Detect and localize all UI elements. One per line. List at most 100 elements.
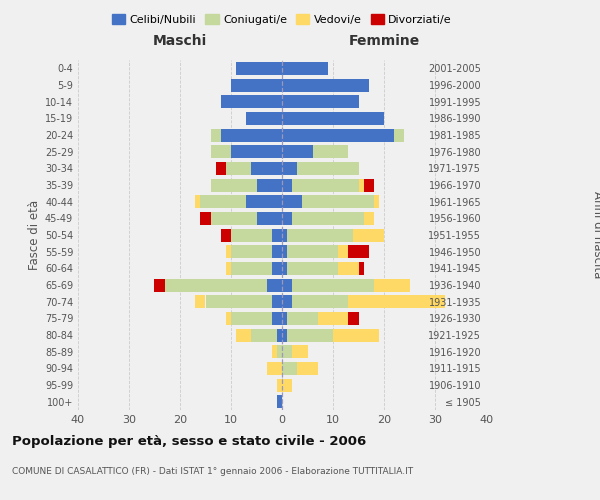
Bar <box>211 212 257 225</box>
Bar <box>282 312 287 325</box>
Bar <box>287 328 333 342</box>
Bar <box>318 312 348 325</box>
Bar <box>200 195 246 208</box>
Bar <box>287 245 338 258</box>
Bar <box>200 212 211 225</box>
Bar <box>266 278 282 291</box>
Bar <box>298 362 318 375</box>
Bar <box>282 262 287 275</box>
Bar <box>164 278 266 291</box>
Bar <box>231 262 272 275</box>
Bar <box>338 245 348 258</box>
Bar <box>277 395 282 408</box>
Bar <box>282 295 292 308</box>
Bar <box>282 345 292 358</box>
Bar <box>282 245 287 258</box>
Bar <box>226 262 231 275</box>
Bar <box>282 62 328 75</box>
Text: Femmine: Femmine <box>349 34 419 48</box>
Bar <box>277 378 282 392</box>
Bar <box>282 378 292 392</box>
Bar <box>272 295 282 308</box>
Bar <box>302 195 374 208</box>
Bar <box>277 345 282 358</box>
Bar <box>333 328 379 342</box>
Bar <box>282 112 384 125</box>
Bar <box>282 278 292 291</box>
Bar <box>359 262 364 275</box>
Bar <box>154 278 164 291</box>
Bar <box>282 212 292 225</box>
Bar <box>246 195 282 208</box>
Bar <box>257 178 282 192</box>
Bar <box>282 195 302 208</box>
Bar <box>292 212 364 225</box>
Bar <box>282 362 298 375</box>
Bar <box>231 145 282 158</box>
Bar <box>221 128 282 141</box>
Bar <box>338 262 359 275</box>
Bar <box>236 328 251 342</box>
Bar <box>251 328 277 342</box>
Bar <box>211 178 257 192</box>
Bar <box>282 162 298 175</box>
Text: Anni di nascita: Anni di nascita <box>590 192 600 278</box>
Bar <box>282 328 287 342</box>
Bar <box>287 262 338 275</box>
Bar <box>231 78 282 92</box>
Text: Popolazione per età, sesso e stato civile - 2006: Popolazione per età, sesso e stato civil… <box>12 435 366 448</box>
Bar <box>364 212 374 225</box>
Y-axis label: Fasce di età: Fasce di età <box>28 200 41 270</box>
Bar <box>195 295 205 308</box>
Bar <box>364 178 374 192</box>
Bar <box>272 245 282 258</box>
Bar <box>282 228 287 241</box>
Bar <box>292 278 374 291</box>
Bar <box>282 128 394 141</box>
Bar <box>231 228 272 241</box>
Bar <box>359 178 364 192</box>
Bar <box>226 162 251 175</box>
Bar <box>292 345 308 358</box>
Bar <box>272 262 282 275</box>
Bar <box>226 312 231 325</box>
Legend: Celibi/Nubili, Coniugati/e, Vedovi/e, Divorziati/e: Celibi/Nubili, Coniugati/e, Vedovi/e, Di… <box>107 10 457 29</box>
Bar <box>313 145 348 158</box>
Bar <box>246 112 282 125</box>
Bar <box>282 145 313 158</box>
Bar <box>282 178 292 192</box>
Bar <box>374 278 409 291</box>
Bar <box>236 62 282 75</box>
Bar <box>394 128 404 141</box>
Bar <box>348 245 369 258</box>
Bar <box>251 162 282 175</box>
Bar <box>226 245 231 258</box>
Bar <box>298 162 359 175</box>
Bar <box>266 362 282 375</box>
Bar <box>196 195 200 208</box>
Bar <box>231 312 272 325</box>
Bar <box>287 228 353 241</box>
Bar <box>231 245 272 258</box>
Bar <box>287 312 318 325</box>
Bar <box>216 162 226 175</box>
Text: Maschi: Maschi <box>153 34 207 48</box>
Bar <box>282 78 369 92</box>
Bar <box>272 228 282 241</box>
Bar <box>257 212 282 225</box>
Bar <box>282 95 359 108</box>
Bar <box>272 312 282 325</box>
Bar <box>277 328 282 342</box>
Bar <box>374 195 379 208</box>
Bar <box>221 95 282 108</box>
Bar <box>353 228 384 241</box>
Bar <box>205 295 272 308</box>
Bar <box>292 295 348 308</box>
Bar <box>348 295 445 308</box>
Bar <box>221 228 231 241</box>
Bar <box>348 312 359 325</box>
Bar <box>292 178 359 192</box>
Bar <box>211 128 221 141</box>
Bar <box>211 145 231 158</box>
Bar <box>272 345 277 358</box>
